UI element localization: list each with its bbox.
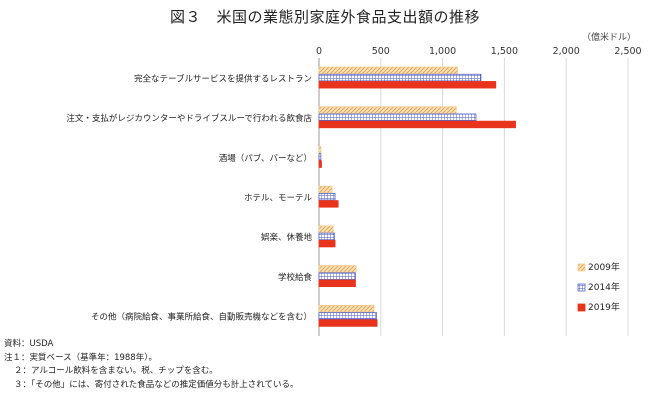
bar <box>318 146 322 154</box>
category-label: その他（病院給食、事業所給食、自動販売機などを含む） <box>91 312 312 323</box>
bars <box>318 66 516 327</box>
bar <box>318 272 356 280</box>
category-label: 完全なテーブルサービスを提供するレストラン <box>134 73 312 84</box>
bar <box>318 66 458 75</box>
unit-label: （億米ドル） <box>581 33 636 43</box>
bar <box>318 265 357 273</box>
x-tick-label: 2,500 <box>614 46 641 57</box>
legend-label: 2009年 <box>588 261 620 273</box>
bar <box>318 185 333 194</box>
category-label: 学校給食 <box>278 272 313 283</box>
x-tick-label: 1,500 <box>491 46 518 57</box>
legend-swatch <box>577 303 586 312</box>
bar <box>318 279 356 288</box>
bar <box>318 113 477 121</box>
legend-label: 2014年 <box>588 281 620 293</box>
note-1: 注１：実質ベース（基準年：1988年）。 <box>4 352 157 363</box>
note-2: ２：アルコール飲料を含まない。税、チップを含む。 <box>14 366 218 376</box>
x-tick-label: 0 <box>316 46 322 57</box>
bar <box>318 192 336 201</box>
x-tick-label: 2,000 <box>553 46 580 57</box>
legend-label: 2019年 <box>588 301 620 313</box>
bar <box>318 120 516 129</box>
bar <box>318 319 378 327</box>
category-label: 注文・支払がレジカウンターやドライブスルーで行われる飲食店 <box>66 113 312 124</box>
category-labels: 完全なテーブルサービスを提供するレストラン注文・支払がレジカウンターやドライブス… <box>66 73 312 322</box>
note-source: 資料：USDA <box>4 339 54 349</box>
x-tick-label: 1,000 <box>429 46 456 57</box>
bar <box>318 106 457 114</box>
bar <box>318 239 336 248</box>
bar <box>318 153 322 161</box>
x-tick-label: 500 <box>372 46 390 57</box>
legend-swatch <box>577 263 586 272</box>
note-3: ３：「その他」には、寄付された食品などの推定価値分も計上されている。 <box>14 379 299 390</box>
chart-title: 図３ 米国の業態別家庭外食品支出額の推移 <box>169 8 480 26</box>
bar <box>318 232 335 241</box>
bar <box>318 225 334 233</box>
legend: 2009年 2014年 2019年 <box>577 261 620 313</box>
x-tick-labels: 0 500 1,000 1,500 2,000 2,500 <box>316 46 642 57</box>
bar <box>318 81 497 89</box>
bar <box>318 304 375 313</box>
notes: 資料：USDA 注１：実質ベース（基準年：1988年）。 ２：アルコール飲料を含… <box>4 338 299 392</box>
legend-swatch <box>577 283 586 292</box>
category-label: 娯楽、休養地 <box>261 232 313 243</box>
bar <box>318 160 322 168</box>
bar <box>318 73 482 82</box>
bar <box>318 312 377 320</box>
bar <box>318 200 339 208</box>
category-label: ホテル、モーテル <box>244 194 313 204</box>
gridlines <box>318 58 629 336</box>
category-label: 酒場（パブ、バーなど） <box>219 153 312 164</box>
